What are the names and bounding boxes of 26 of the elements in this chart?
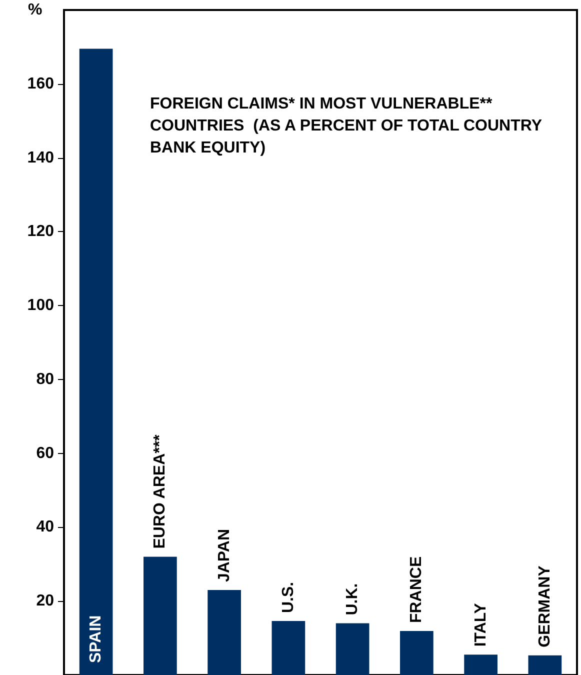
y-tick-label: 20 — [36, 592, 54, 610]
y-tick-label: 140 — [27, 149, 54, 166]
y-tick-label: 40 — [36, 518, 54, 536]
bar — [144, 556, 177, 675]
bar — [208, 590, 241, 675]
x-tick-label: U.K. — [344, 583, 362, 616]
y-tick-label: 100 — [27, 297, 54, 314]
bar — [272, 621, 306, 675]
y-tick-label: 120 — [27, 223, 54, 240]
x-tick-label: U.S. — [280, 582, 297, 614]
y-axis-title: % — [28, 2, 42, 18]
bar — [528, 655, 562, 675]
x-tick-label: JAPAN — [216, 528, 233, 582]
x-tick-label: SPAIN — [88, 615, 105, 663]
bar — [464, 654, 498, 675]
text: FOREIGN CLAIMS* IN MOST VULNERABLE** COUNTRIES (AS A PERCENT OF TOTAL COUNTRY BANK EQUITY) — [150, 96, 546, 156]
bar — [400, 631, 434, 675]
y-tick-label: 60 — [36, 444, 54, 462]
y-tick-label: 80 — [36, 370, 54, 388]
x-tick-label: GERMANY — [536, 565, 554, 648]
x-tick-label: ITALY — [472, 602, 490, 647]
y-tick-label: 160 — [27, 75, 54, 92]
bar — [79, 48, 113, 675]
x-tick-label: EURO AREA*** — [152, 434, 169, 549]
bar — [336, 623, 370, 675]
x-tick-label: FRANCE — [408, 556, 426, 624]
